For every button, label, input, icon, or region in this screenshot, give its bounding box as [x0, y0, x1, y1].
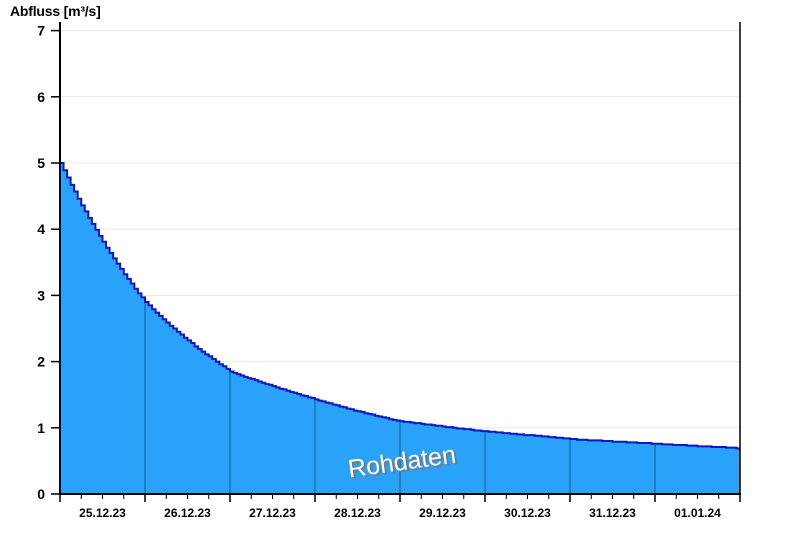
- y-tick-label: 3: [37, 287, 45, 303]
- x-tick-label: 30.12.23: [504, 506, 551, 520]
- chart-title: Abfluss [m³/s]: [10, 3, 101, 19]
- y-tick-label: 4: [37, 221, 45, 237]
- y-tick-label: 1: [37, 420, 45, 436]
- x-tick-label: 27.12.23: [249, 506, 296, 520]
- x-tick-label: 28.12.23: [334, 506, 381, 520]
- discharge-step-line: [60, 162, 740, 450]
- x-tick-label: 25.12.23: [79, 506, 126, 520]
- x-tick-label: 31.12.23: [589, 506, 636, 520]
- y-tick-label: 7: [37, 23, 45, 39]
- y-tick-label: 2: [37, 354, 45, 370]
- y-tick-label: 5: [37, 155, 45, 171]
- y-tick-label: 6: [37, 89, 45, 105]
- y-tick-label: 0: [37, 486, 45, 502]
- x-tick-label: 26.12.23: [164, 506, 211, 520]
- x-tick-label: 29.12.23: [419, 506, 466, 520]
- x-tick-label: 01.01.24: [674, 506, 721, 520]
